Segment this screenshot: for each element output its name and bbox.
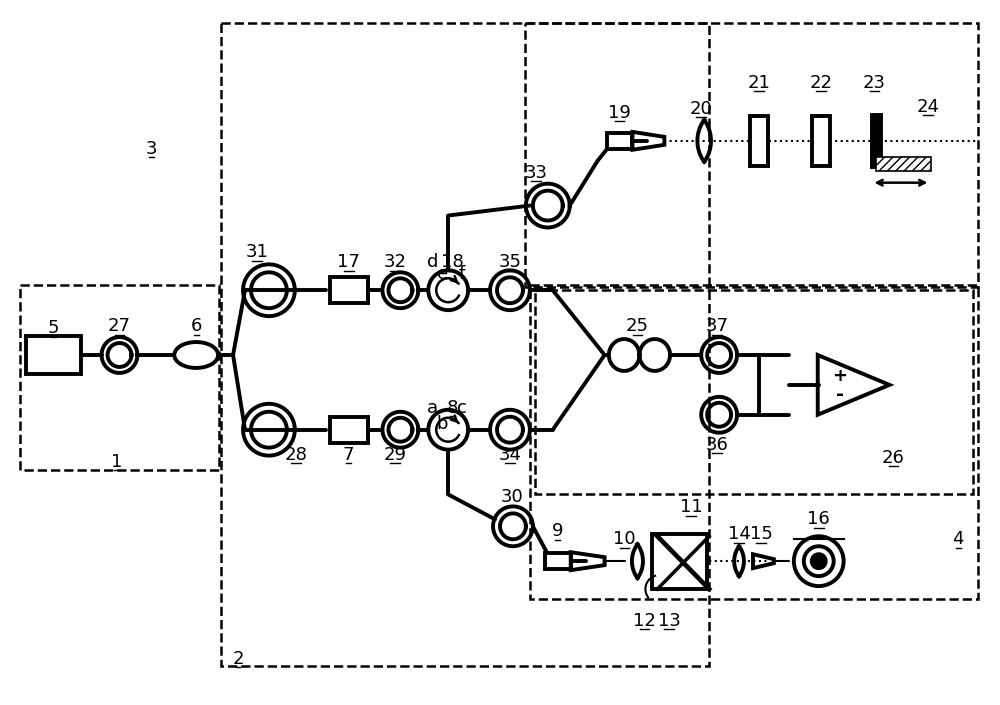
Text: 9: 9 — [552, 522, 564, 540]
Text: 35: 35 — [498, 253, 521, 271]
Text: 2: 2 — [232, 650, 244, 668]
Bar — [812, 116, 830, 166]
Text: b: b — [436, 415, 448, 433]
Text: 23: 23 — [863, 74, 886, 92]
Text: 18: 18 — [441, 253, 464, 271]
Bar — [530, 286, 978, 599]
Text: 22: 22 — [809, 74, 832, 92]
Text: 1: 1 — [111, 453, 122, 470]
Bar — [26, 336, 81, 374]
Text: f: f — [459, 265, 465, 283]
Text: 34: 34 — [498, 446, 521, 464]
Text: 7: 7 — [343, 446, 354, 464]
Bar — [876, 157, 931, 171]
Bar — [330, 277, 368, 303]
Text: 3: 3 — [146, 140, 157, 158]
Bar — [525, 23, 978, 287]
Text: 27: 27 — [108, 317, 131, 335]
Text: 28: 28 — [284, 446, 307, 464]
Text: 25: 25 — [626, 317, 649, 335]
Text: 21: 21 — [748, 74, 770, 92]
Circle shape — [812, 554, 826, 568]
Bar — [330, 417, 368, 443]
Text: 6: 6 — [191, 317, 202, 335]
Text: 37: 37 — [706, 317, 729, 335]
Text: 13: 13 — [658, 612, 681, 630]
Text: 4: 4 — [952, 530, 964, 548]
Bar — [20, 286, 219, 470]
Text: -: - — [836, 386, 844, 405]
Text: 12: 12 — [633, 612, 656, 630]
Text: 26: 26 — [882, 448, 905, 467]
Text: a: a — [427, 399, 438, 417]
Text: 16: 16 — [807, 510, 830, 528]
Text: 30: 30 — [501, 489, 523, 506]
Text: 29: 29 — [384, 446, 407, 464]
Bar — [221, 23, 709, 666]
Text: 19: 19 — [608, 104, 631, 122]
Bar — [872, 115, 881, 167]
Text: 10: 10 — [613, 530, 636, 548]
Text: 5: 5 — [48, 319, 60, 337]
Text: e: e — [437, 265, 448, 283]
Text: +: + — [832, 367, 847, 385]
Bar — [545, 553, 571, 569]
Text: 24: 24 — [917, 98, 940, 116]
Text: 31: 31 — [246, 243, 268, 262]
Text: d: d — [427, 253, 438, 271]
Text: 17: 17 — [337, 253, 360, 271]
Text: 20: 20 — [690, 100, 713, 118]
Text: 14: 14 — [728, 525, 750, 544]
Text: 8: 8 — [447, 399, 458, 417]
Text: 15: 15 — [750, 525, 772, 544]
Text: c: c — [457, 399, 467, 417]
Text: 11: 11 — [680, 498, 703, 516]
Bar — [535, 290, 973, 494]
Bar — [652, 534, 707, 589]
Text: 36: 36 — [706, 436, 729, 453]
Bar — [750, 116, 768, 166]
Text: 32: 32 — [384, 253, 407, 271]
Bar — [607, 133, 632, 149]
Text: 33: 33 — [524, 164, 547, 182]
